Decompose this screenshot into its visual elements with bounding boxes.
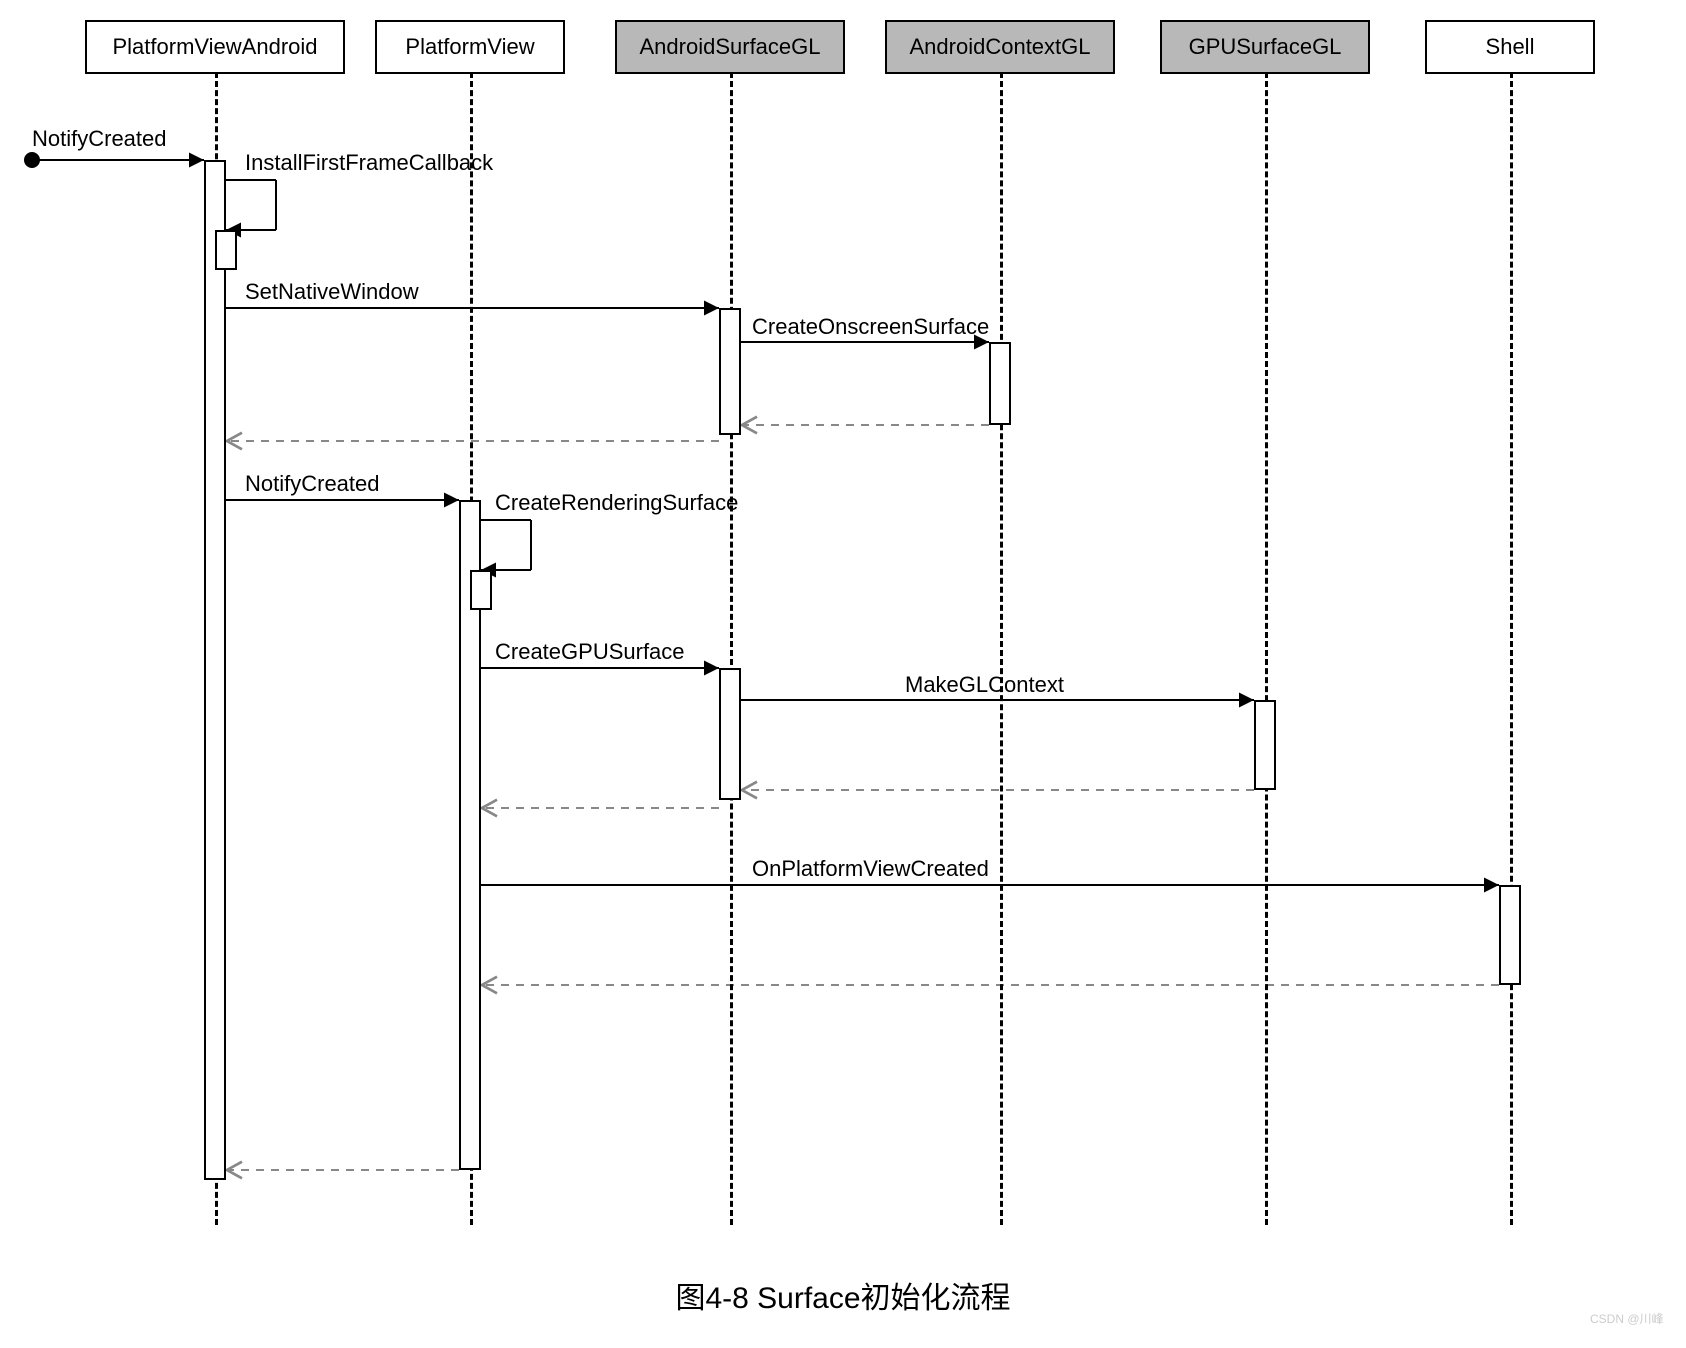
start-dot [24, 152, 40, 168]
participant-acgl: AndroidContextGL [885, 20, 1115, 74]
message-label: SetNativeWindow [245, 279, 419, 305]
participant-shell: Shell [1425, 20, 1595, 74]
watermark: CSDN @川峰 [1590, 1310, 1664, 1327]
activation-asgl-1 [719, 308, 741, 435]
diagram-wires [0, 0, 1686, 1348]
activation-pva-self [215, 230, 237, 270]
participant-pv: PlatformView [375, 20, 565, 74]
lifeline-acgl [1000, 72, 1003, 1225]
message-label: OnPlatformViewCreated [752, 856, 989, 882]
message-label: MakeGLContext [905, 672, 1064, 698]
message-label: InstallFirstFrameCallback [245, 150, 493, 176]
participant-gsgl: GPUSurfaceGL [1160, 20, 1370, 74]
lifeline-shell [1510, 72, 1513, 1225]
lifeline-asgl [730, 72, 733, 1225]
message-label: CreateRenderingSurface [495, 490, 738, 516]
activation-pv-self [470, 570, 492, 610]
activation-acgl-1 [989, 342, 1011, 425]
lifeline-gsgl [1265, 72, 1268, 1225]
message-label: CreateGPUSurface [495, 639, 685, 665]
activation-shell-1 [1499, 885, 1521, 985]
message-label: NotifyCreated [245, 471, 380, 497]
message-label: CreateOnscreenSurface [752, 314, 989, 340]
participant-pva: PlatformViewAndroid [85, 20, 345, 74]
participant-asgl: AndroidSurfaceGL [615, 20, 845, 74]
activation-gsgl-1 [1254, 700, 1276, 790]
activation-pva-main [204, 160, 226, 1180]
figure-caption: 图4-8 Surface初始化流程 [0, 1273, 1686, 1317]
activation-asgl-2 [719, 668, 741, 800]
message-label: NotifyCreated [32, 126, 167, 152]
